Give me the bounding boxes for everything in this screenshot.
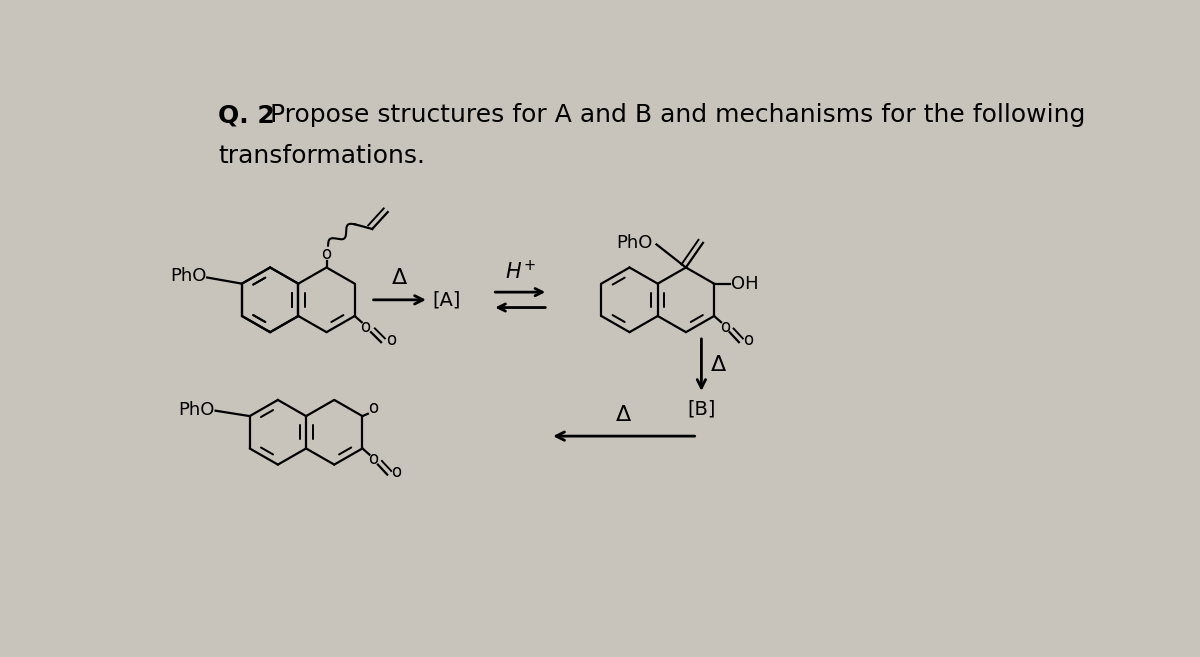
Text: [B]: [B] — [688, 400, 715, 419]
Text: Δ: Δ — [392, 268, 407, 288]
Text: PhO: PhO — [170, 267, 208, 285]
Text: Q. 2: Q. 2 — [218, 104, 275, 127]
Text: o: o — [391, 463, 401, 482]
Text: PhO: PhO — [617, 234, 653, 252]
Text: OH: OH — [731, 275, 758, 292]
Text: [A]: [A] — [433, 290, 461, 309]
Text: Δ: Δ — [710, 355, 726, 375]
Text: o: o — [385, 331, 396, 349]
Text: o: o — [368, 450, 378, 468]
Text: o: o — [743, 331, 752, 349]
Text: PhO: PhO — [179, 401, 215, 419]
Text: Δ: Δ — [617, 405, 631, 425]
Text: o: o — [368, 399, 378, 417]
Text: H$^+$: H$^+$ — [504, 260, 536, 283]
Text: o: o — [322, 244, 331, 263]
Text: Propose structures for A and B and mechanisms for the following: Propose structures for A and B and mecha… — [270, 104, 1086, 127]
Text: transformations.: transformations. — [218, 145, 425, 168]
Text: o: o — [360, 318, 371, 336]
Text: o: o — [720, 318, 730, 336]
